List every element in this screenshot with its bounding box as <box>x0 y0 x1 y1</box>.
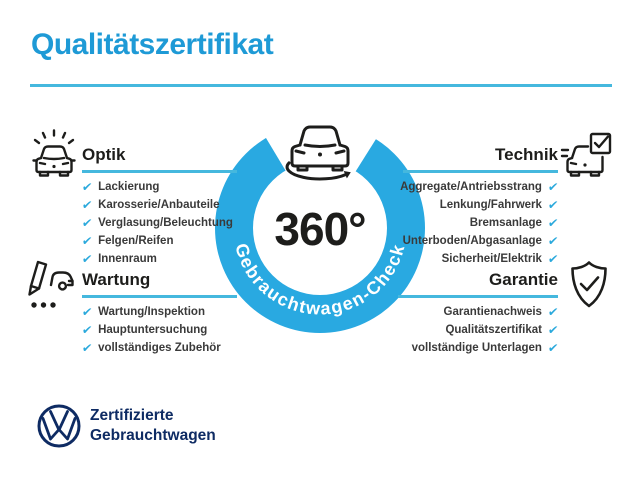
item-label: Verglasung/Beleuchtung <box>98 217 233 229</box>
check-icon: ✔ <box>81 341 94 355</box>
item-label: Unterboden/Abgasanlage <box>402 235 542 247</box>
check-icon: ✔ <box>546 323 559 337</box>
check-icon: ✔ <box>546 180 559 194</box>
list-item: ✔ Karosserie/Anbauteile <box>81 196 252 214</box>
technik-underline <box>403 170 558 173</box>
list-item: Unterboden/Abgasanlage ✔ <box>360 232 559 250</box>
item-label: Lenkung/Fahrwerk <box>439 199 542 211</box>
list-item: Garantienachweis ✔ <box>360 303 559 321</box>
item-label: Felgen/Reifen <box>98 235 174 247</box>
title-divider <box>30 84 612 87</box>
item-label: vollständiges Zubehör <box>98 342 221 354</box>
rotating-car-icon <box>281 121 359 191</box>
check-icon: ✔ <box>81 252 94 266</box>
ring-gap <box>254 118 388 228</box>
wartung-underline <box>82 295 237 298</box>
list-item: ✔ Hauptuntersuchung <box>81 321 252 339</box>
360-check-ring: Gebrauchtwagen-Check 360° <box>205 113 435 343</box>
list-item: ✔ Innenraum <box>81 250 252 268</box>
wartung-icon <box>25 257 77 313</box>
check-icon: ✔ <box>81 216 94 230</box>
vw-logo-icon <box>36 403 82 449</box>
optik-title: Optik <box>82 145 126 164</box>
degrees-label: 360° <box>274 203 365 255</box>
item-label: Lackierung <box>98 181 160 193</box>
optik-icon <box>28 127 80 179</box>
item-label: Innenraum <box>98 253 157 265</box>
list-item: Bremsanlage ✔ <box>360 214 559 232</box>
list-item: Qualitätszertifikat ✔ <box>360 321 559 339</box>
list-item: Aggregate/Antriebsstrang ✔ <box>360 178 559 196</box>
garantie-icon <box>566 259 612 311</box>
item-label: vollständige Unterlagen <box>411 342 542 354</box>
check-icon: ✔ <box>81 305 94 319</box>
wartung-list: ✔ Wartung/Inspektion ✔ Hauptuntersuchung ✔… <box>81 303 252 357</box>
check-icon: ✔ <box>546 341 559 355</box>
technik-icon <box>560 130 614 184</box>
list-item: ✔ Felgen/Reifen <box>81 232 252 250</box>
ring-shape <box>215 123 425 333</box>
item-label: Karosserie/Anbauteile <box>98 199 220 211</box>
check-icon: ✔ <box>546 234 559 248</box>
check-icon: ✔ <box>81 323 94 337</box>
check-icon: ✔ <box>546 216 559 230</box>
garantie-underline <box>398 295 558 298</box>
list-item: vollständige Unterlagen ✔ <box>360 339 559 357</box>
check-icon: ✔ <box>546 252 559 266</box>
footer-line2: Gebrauchtwagen <box>90 427 216 444</box>
technik-list: Aggregate/Antriebsstrang ✔ Lenkung/Fahrwe… <box>360 178 559 268</box>
check-icon: ✔ <box>546 305 559 319</box>
check-icon: ✔ <box>81 198 94 212</box>
garantie-header: Garantie <box>398 270 558 298</box>
technik-header: Technik <box>403 145 558 173</box>
list-item: ✔ Lackierung <box>81 178 252 196</box>
optik-list: ✔ Lackierung ✔ Karosserie/Anbauteile ✔ Verg… <box>81 178 252 268</box>
item-label: Sicherheit/Elektrik <box>441 253 542 265</box>
item-label: Wartung/Inspektion <box>98 306 205 318</box>
item-label: Garantienachweis <box>443 306 542 318</box>
wartung-title: Wartung <box>82 270 151 289</box>
list-item: Lenkung/Fahrwerk ✔ <box>360 196 559 214</box>
technik-title: Technik <box>495 145 558 164</box>
list-item: ✔ vollständiges Zubehör <box>81 339 252 357</box>
item-label: Hauptuntersuchung <box>98 324 208 336</box>
garantie-title: Garantie <box>489 270 558 289</box>
list-item: ✔ Verglasung/Beleuchtung <box>81 214 252 232</box>
page-title: Qualitätszertifikat <box>31 28 274 61</box>
item-label: Qualitätszertifikat <box>445 324 542 336</box>
check-icon: ✔ <box>81 180 94 194</box>
footer-line1: Zertifizierte <box>90 407 174 424</box>
optik-header: Optik <box>82 145 237 173</box>
check-icon: ✔ <box>81 234 94 248</box>
wartung-header: Wartung <box>82 270 237 298</box>
garantie-list: Garantienachweis ✔ Qualitätszertifikat ✔ v… <box>360 303 559 357</box>
item-label: Bremsanlage <box>469 217 542 229</box>
list-item: Sicherheit/Elektrik ✔ <box>360 250 559 268</box>
footer-brand-text: Zertifizierte Gebrauchtwagen <box>90 406 216 446</box>
list-item: ✔ Wartung/Inspektion <box>81 303 252 321</box>
item-label: Aggregate/Antriebsstrang <box>400 181 542 193</box>
check-icon: ✔ <box>546 198 559 212</box>
optik-underline <box>82 170 237 173</box>
